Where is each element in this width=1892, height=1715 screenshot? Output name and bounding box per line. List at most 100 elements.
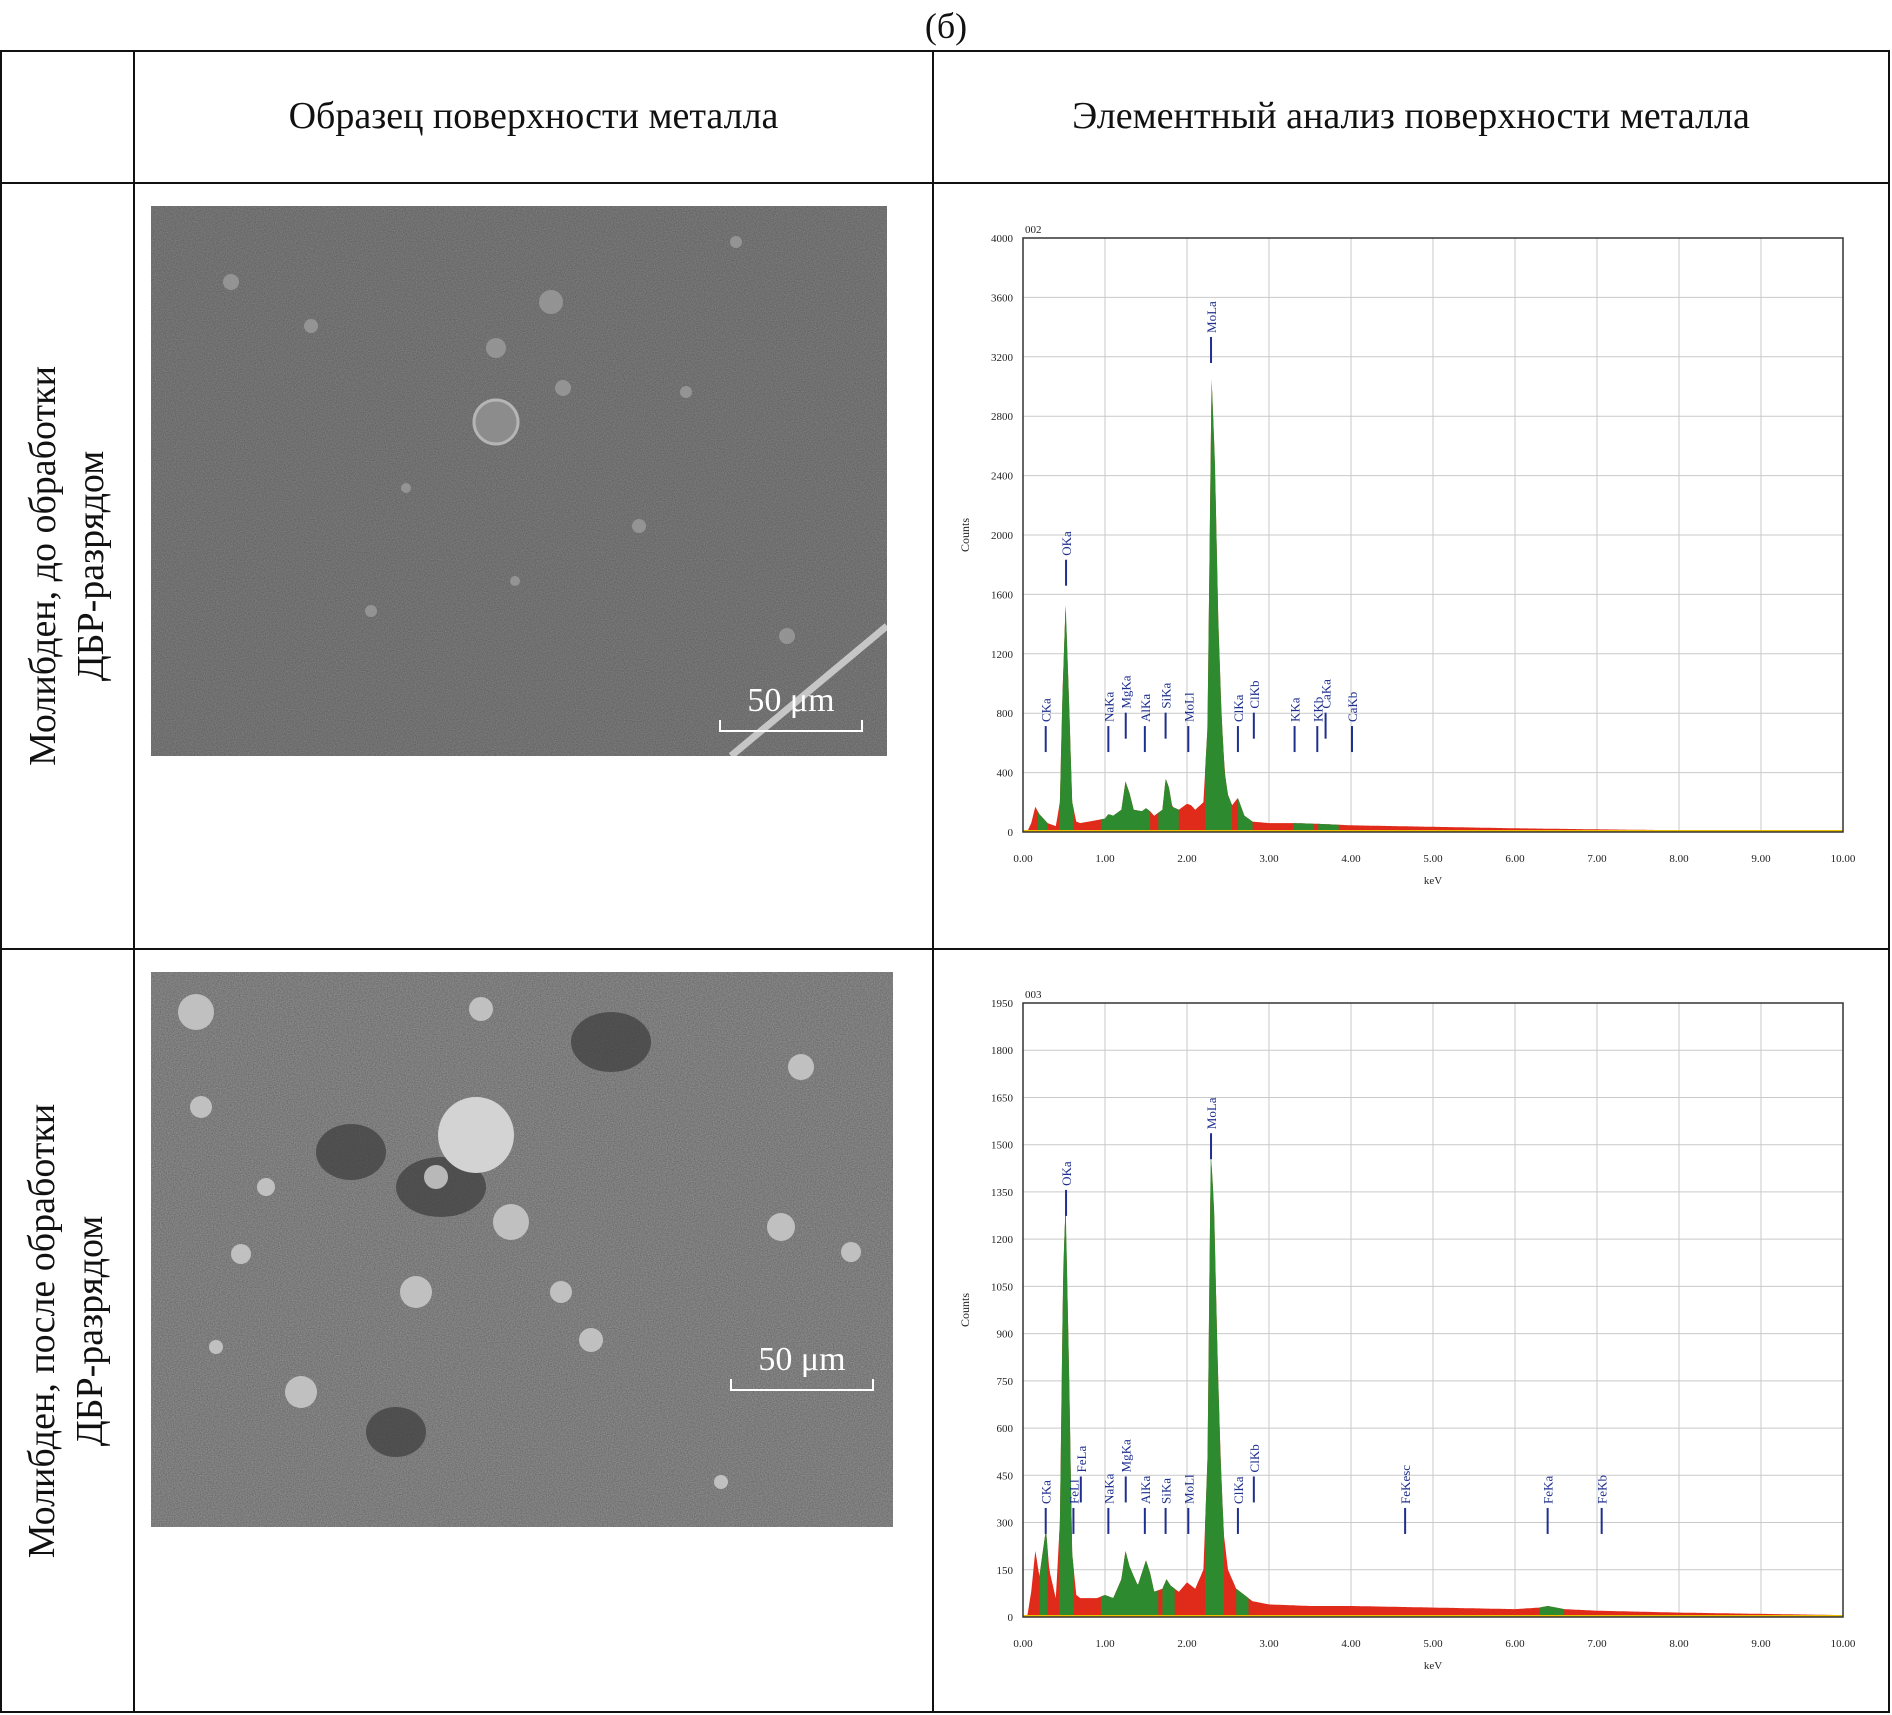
x-tick-label: 9.00: [1751, 853, 1771, 865]
peak-region: [1205, 1155, 1224, 1617]
peak-label: MgKa: [1119, 675, 1134, 708]
peak-label: FeKa: [1541, 1476, 1556, 1504]
peak-label: MoLa: [1204, 301, 1219, 333]
spectrum-id-label: 002: [1025, 224, 1042, 236]
y-tick-label: 1200: [991, 649, 1014, 661]
y-tick-label: 800: [997, 708, 1014, 720]
y-tick-label: 3200: [991, 352, 1014, 364]
y-axis-label: Counts: [958, 518, 972, 552]
table-border-top: [0, 50, 1890, 52]
row-label-before-line1: Молибден, до обработки: [21, 366, 64, 766]
x-tick-label: 10.00: [1831, 1638, 1856, 1650]
peak-label: MoLl: [1181, 1474, 1196, 1504]
y-tick-label: 2000: [991, 530, 1014, 542]
peak-label: KKb: [1310, 697, 1325, 722]
x-tick-label: 0.00: [1013, 1638, 1033, 1650]
peak-region: [1162, 1579, 1175, 1617]
peak-region: [1318, 823, 1339, 832]
sem-texture-after: [151, 972, 893, 1527]
y-tick-label: 600: [997, 1423, 1014, 1435]
x-axis-label: keV: [1424, 1660, 1442, 1672]
peak-label: AlKa: [1138, 1476, 1153, 1504]
y-tick-label: 1800: [991, 1045, 1014, 1057]
peak-label: ClKb: [1247, 681, 1262, 709]
peak-label: FeLl: [1066, 1479, 1081, 1504]
x-tick-label: 8.00: [1669, 853, 1689, 865]
peak-region: [1158, 778, 1179, 832]
row-label-after-line1: Молибден, после обработки: [21, 1103, 64, 1558]
eds-chart-svg: 003 0.00 1.00 2.00 3.00 4.00 5.00 6.00 7.00 8.00 9…: [958, 989, 1856, 1672]
peak-region: [1236, 1588, 1249, 1617]
row-label-before: Молибден, до обработки ДБР-разрядом: [0, 184, 133, 948]
y-tick-label: 0: [1008, 1612, 1014, 1624]
scale-bar-after-line: [730, 1379, 874, 1391]
peak-region: [1059, 1208, 1074, 1617]
x-tick-label: 5.00: [1423, 1638, 1443, 1650]
sem-image-after: 50 μm: [151, 972, 893, 1527]
table-border-left: [0, 50, 2, 1713]
x-tick-label: 3.00: [1259, 1638, 1279, 1650]
peak-label: MgKa: [1119, 1439, 1134, 1472]
table-border-col1: [133, 50, 135, 1713]
y-axis-label: Counts: [958, 1293, 972, 1327]
row-label-after-line2: ДБР-разрядом: [69, 1215, 112, 1446]
peak-label: CaKb: [1345, 692, 1360, 722]
x-tick-label: 7.00: [1587, 1638, 1607, 1650]
x-tick-label: 9.00: [1751, 1638, 1771, 1650]
y-tick-label: 900: [997, 1329, 1014, 1341]
y-tick-label: 1350: [991, 1187, 1014, 1199]
y-tick-label: 150: [997, 1565, 1014, 1577]
table-border-row: [0, 948, 1890, 950]
peak-region: [1039, 1528, 1048, 1617]
table-border-col2: [932, 50, 934, 1713]
peak-region: [1293, 823, 1315, 832]
peak-label: KKa: [1288, 697, 1303, 722]
peak-label: CKa: [1039, 1480, 1054, 1504]
peak-label: ClKa: [1231, 694, 1246, 722]
y-tick-label: 400: [997, 768, 1014, 780]
table-border-header: [0, 182, 1890, 184]
peak-label: OKa: [1059, 1161, 1074, 1186]
x-tick-label: 4.00: [1341, 1638, 1361, 1650]
peak-region: [1100, 1551, 1159, 1617]
table-border-right: [1888, 50, 1890, 1713]
y-tick-label: 1500: [991, 1140, 1014, 1152]
eds-spectrum-before: 002 0.00 1.00 2.00 3.00 4.00 5.00 6.00 7.00 8.00 9…: [945, 210, 1865, 910]
x-tick-label: 8.00: [1669, 1638, 1689, 1650]
x-tick-label: 2.00: [1177, 1638, 1197, 1650]
x-tick-label: 4.00: [1341, 853, 1361, 865]
peak-region: [1539, 1606, 1565, 1617]
x-tick-label: 7.00: [1587, 853, 1607, 865]
eds-spectrum-after: 003 0.00 1.00 2.00 3.00 4.00 5.00 6.00 7.00 8.00 9…: [945, 975, 1865, 1695]
sem-texture-before: [151, 206, 887, 756]
peak-label: NaKa: [1101, 692, 1116, 723]
scale-bar-after-label: 50 μm: [758, 1341, 846, 1378]
y-tick-label: 750: [997, 1376, 1014, 1388]
x-axis-label: keV: [1424, 875, 1442, 887]
peak-label: CKa: [1039, 698, 1054, 722]
table-border-bottom: [0, 1711, 1890, 1713]
peak-label: ClKa: [1231, 1476, 1246, 1504]
x-tick-label: 10.00: [1831, 853, 1856, 865]
y-tick-label: 4000: [991, 233, 1014, 245]
peak-region: [1100, 781, 1151, 832]
peak-label: ClKb: [1247, 1444, 1262, 1472]
column-header-analysis: Элементный анализ поверхности металла: [1072, 95, 1750, 137]
y-tick-label: 300: [997, 1518, 1014, 1530]
x-tick-label: 1.00: [1095, 1638, 1115, 1650]
plot-frame: [1022, 1002, 1844, 1618]
peak-label: AlKa: [1138, 694, 1153, 722]
scale-bar-before-label: 50 μm: [747, 682, 835, 719]
y-tick-label: 1950: [991, 998, 1014, 1010]
scale-bar-after: 50 μm: [730, 1341, 874, 1391]
peak-label: NaKa: [1101, 1473, 1116, 1504]
column-header-sample: Образец поверхности металла: [288, 95, 779, 137]
peak-label: CaKa: [1319, 679, 1334, 709]
y-tick-label: 2800: [991, 411, 1014, 423]
peak-label: MoLa: [1204, 1097, 1219, 1129]
figure-caption: (б): [924, 6, 968, 46]
peak-label: OKa: [1059, 531, 1074, 556]
peak-region: [1059, 605, 1074, 832]
row-label-before-line2: ДБР-разрядом: [69, 450, 112, 682]
y-tick-label: 1200: [991, 1234, 1014, 1246]
